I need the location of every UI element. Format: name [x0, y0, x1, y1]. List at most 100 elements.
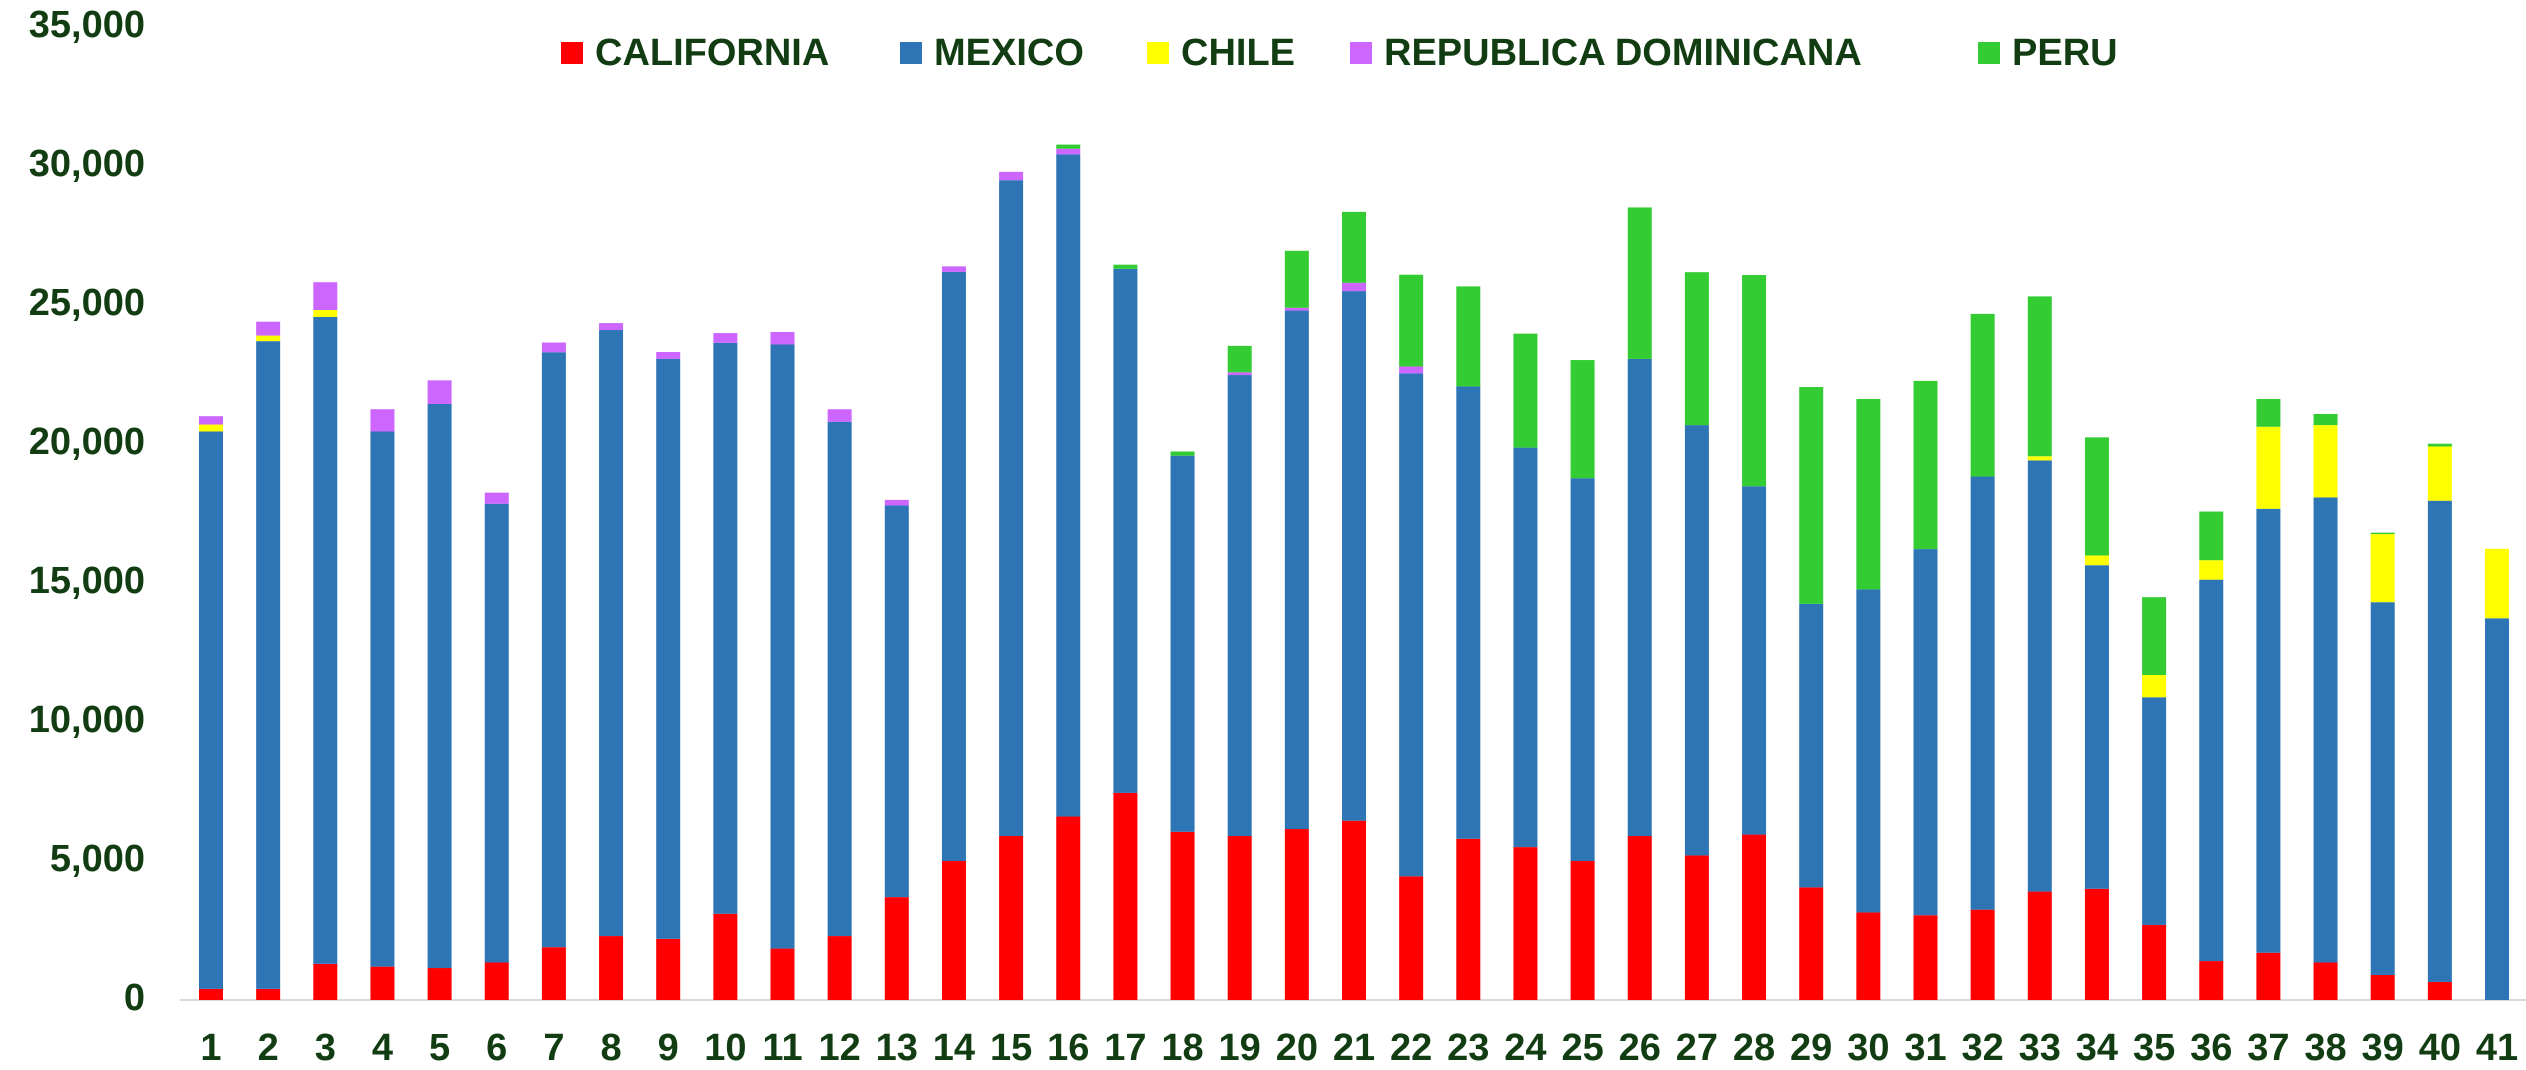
bar-segment — [1627, 835, 1652, 1000]
bar-segment — [541, 352, 566, 948]
bar-segment — [1742, 274, 1767, 487]
x-tick-label: 17 — [1104, 1027, 1146, 1069]
x-tick-label: 40 — [2419, 1027, 2461, 1069]
bar-segment — [1456, 838, 1481, 1000]
bar-segment — [1742, 834, 1767, 1000]
bar-segment — [2199, 560, 2224, 580]
bar-segment — [1513, 447, 1538, 848]
bar-segment — [1227, 345, 1252, 373]
bar-segment — [2485, 618, 2509, 1000]
x-tick-label: 11 — [762, 1027, 802, 1069]
y-tick-label: 0 — [124, 977, 145, 1019]
bar-segment — [2370, 974, 2395, 1000]
bar-segment — [199, 431, 223, 989]
bar-segment — [1113, 264, 1138, 269]
bar-segment — [1342, 820, 1366, 1000]
legend-swatch — [1147, 42, 1169, 64]
x-tick-label: 12 — [819, 1027, 861, 1069]
x-tick-label: 4 — [372, 1027, 393, 1069]
bar-segment — [541, 947, 566, 1000]
bar-segment — [1342, 211, 1366, 283]
x-tick-label: 34 — [2076, 1027, 2118, 1069]
x-tick-label: 5 — [429, 1027, 450, 1069]
x-tick-label: 33 — [2019, 1027, 2061, 1069]
bar-segment — [2199, 961, 2224, 1000]
bar-segment — [2084, 437, 2109, 556]
bar-segment — [1399, 373, 1424, 877]
bar-segment — [199, 416, 223, 425]
bar-segment — [484, 962, 509, 1000]
y-tick-label: 30,000 — [29, 143, 145, 185]
x-tick-label: 39 — [2362, 1027, 2404, 1069]
x-tick-label: 25 — [1561, 1027, 1603, 1069]
bar-segment — [2485, 548, 2509, 619]
x-tick-label: 2 — [258, 1027, 279, 1069]
bar-segment — [1913, 915, 1938, 1000]
bar-segment — [656, 358, 681, 939]
bar-segment — [427, 380, 452, 404]
bar-segment — [1799, 603, 1824, 888]
bar-segment — [484, 492, 509, 504]
x-tick-label: 37 — [2247, 1027, 2289, 1069]
bar-segment — [2313, 497, 2338, 963]
y-tick-label: 5,000 — [50, 838, 145, 880]
bar-segment — [2427, 446, 2452, 501]
x-tick-label: 23 — [1447, 1027, 1489, 1069]
y-tick-label: 35,000 — [29, 4, 145, 46]
bar-segment — [2199, 511, 2224, 561]
bar-segment — [1113, 792, 1138, 1000]
bar-segment — [1913, 549, 1938, 916]
bar-segment — [1399, 274, 1424, 367]
bar-segment — [313, 316, 338, 964]
bar-segment — [1742, 486, 1767, 835]
bar-segment — [1799, 887, 1824, 1000]
bar-segment — [1456, 286, 1481, 387]
y-tick-label: 10,000 — [29, 699, 145, 741]
bar-segment — [2313, 962, 2338, 1000]
bar-segment — [199, 988, 223, 1000]
bar-segment — [2256, 952, 2281, 1000]
x-tick-label: 22 — [1390, 1027, 1432, 1069]
bar-segment — [1627, 207, 1652, 359]
bar-segment — [313, 282, 338, 311]
bar-segment — [770, 344, 795, 949]
bar-segment — [770, 948, 795, 1000]
bar-segment — [999, 171, 1024, 181]
bar-segment — [256, 321, 281, 336]
bar-segment — [2370, 534, 2395, 603]
bar-segment — [2142, 924, 2167, 1000]
bar-segment — [1570, 360, 1595, 479]
x-tick-label: 9 — [658, 1027, 679, 1069]
bar-segment — [1399, 876, 1424, 1000]
bar-segment — [999, 180, 1024, 836]
bar-segment — [827, 936, 852, 1000]
bar-segment — [999, 835, 1024, 1000]
bar-segment — [313, 963, 338, 1000]
x-tick-label: 31 — [1904, 1027, 1946, 1069]
legend-label: CALIFORNIA — [595, 32, 829, 74]
bar-segment — [1170, 451, 1195, 456]
bar-segment — [1627, 358, 1652, 836]
bar-segment — [2427, 443, 2452, 447]
x-tick-label: 26 — [1619, 1027, 1661, 1069]
bar-segment — [827, 409, 852, 422]
bar-segment — [256, 988, 281, 1000]
bar-segment — [2142, 597, 2167, 676]
bar-segment — [1856, 589, 1881, 913]
bar-segment — [1227, 835, 1252, 1000]
bar-segment — [1970, 313, 1995, 477]
bar-segment — [2027, 460, 2052, 892]
bar-segment — [2256, 508, 2281, 953]
bar-segment — [827, 421, 852, 937]
bar-segment — [1856, 398, 1881, 590]
bar-segment — [256, 335, 281, 342]
x-tick-label: 27 — [1676, 1027, 1718, 1069]
bar-segment — [2256, 426, 2281, 509]
x-tick-label: 13 — [876, 1027, 918, 1069]
legend-label: PERU — [2012, 32, 2118, 74]
x-tick-label: 20 — [1276, 1027, 1318, 1069]
legend-swatch — [900, 42, 922, 64]
bar-segment — [484, 503, 509, 963]
legend-label: CHILE — [1181, 32, 1295, 74]
bar-segment — [2199, 579, 2224, 962]
